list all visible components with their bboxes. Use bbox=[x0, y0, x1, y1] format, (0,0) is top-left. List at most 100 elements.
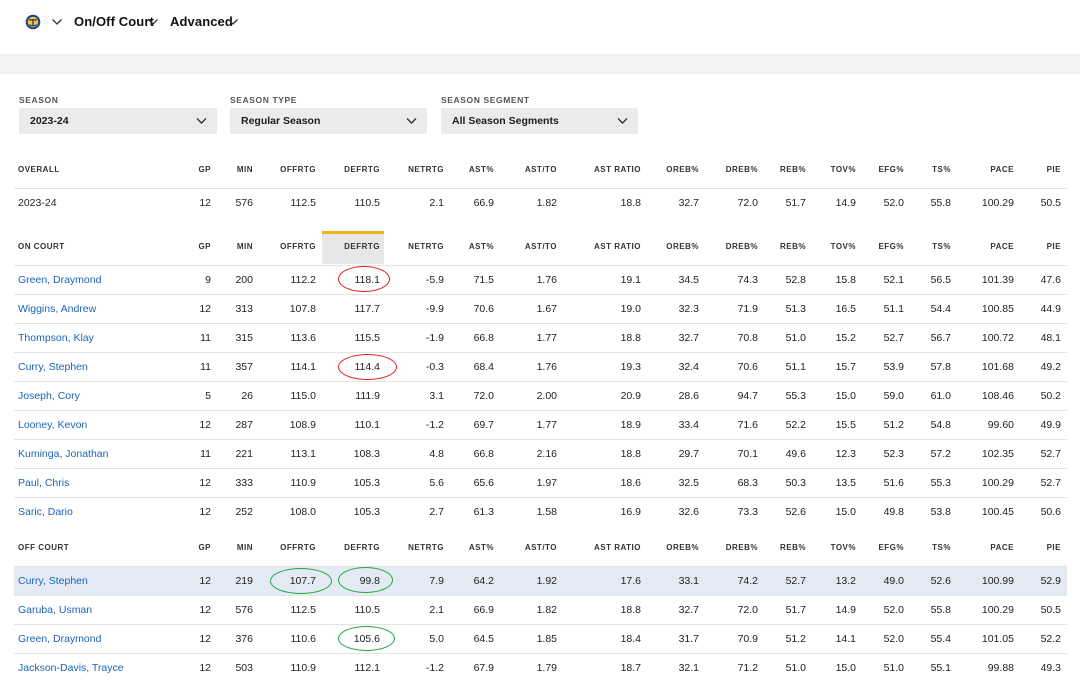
cell-defrtg: 115.5 bbox=[354, 332, 381, 344]
player-name-link[interactable]: Curry, Stephen bbox=[18, 361, 88, 373]
cell-ast-to: 1.85 bbox=[536, 633, 557, 645]
column-header-netrtg[interactable]: NETRTG bbox=[408, 242, 444, 251]
table-row: Wiggins, Andrew 12 313 107.8 117.7 -9.9 70.6 1.… bbox=[14, 294, 1067, 324]
season-label: 2023-24 bbox=[18, 197, 57, 209]
column-header-oreb-pct[interactable]: OREB% bbox=[666, 543, 699, 552]
cell-reb-pct: 52.6 bbox=[785, 506, 806, 518]
column-header-defrtg[interactable]: DEFRTG bbox=[344, 165, 380, 174]
column-header-dreb-pct[interactable]: DREB% bbox=[725, 165, 758, 174]
cell-defrtg: 99.8 bbox=[359, 575, 380, 587]
cell-efg-pct: 53.9 bbox=[883, 361, 904, 373]
column-header-min[interactable]: MIN bbox=[236, 242, 253, 251]
column-header-netrtg[interactable]: NETRTG bbox=[408, 165, 444, 174]
column-header-ast-ratio[interactable]: AST RATIO bbox=[593, 165, 641, 174]
cell-dreb-pct: 74.2 bbox=[737, 575, 758, 587]
column-header-reb-pct[interactable]: REB% bbox=[779, 165, 806, 174]
column-header-ast-ratio[interactable]: AST RATIO bbox=[593, 242, 641, 251]
column-header-ast-to[interactable]: AST/TO bbox=[524, 165, 557, 174]
cell-netrtg: -1.2 bbox=[425, 662, 444, 674]
column-header-gp[interactable]: GP bbox=[198, 543, 211, 552]
cell-netrtg: 5.0 bbox=[429, 633, 444, 645]
player-name-link[interactable]: Joseph, Cory bbox=[18, 390, 80, 402]
column-header-pace[interactable]: PACE bbox=[990, 165, 1014, 174]
column-header-pace[interactable]: PACE bbox=[990, 543, 1014, 552]
column-header-reb-pct[interactable]: REB% bbox=[779, 242, 806, 251]
column-header-tov-pct[interactable]: TOV% bbox=[830, 165, 856, 174]
column-header-offrtg[interactable]: OFFRTG bbox=[280, 543, 316, 552]
column-header-pace[interactable]: PACE bbox=[990, 242, 1014, 251]
column-header-efg-pct[interactable]: EFG% bbox=[878, 165, 904, 174]
player-name-link[interactable]: Kuminga, Jonathan bbox=[18, 448, 109, 460]
cell-dreb-pct: 72.0 bbox=[737, 197, 758, 209]
cell-ts-pct: 54.4 bbox=[930, 303, 951, 315]
player-name-link[interactable]: Garuba, Usman bbox=[18, 604, 93, 616]
cell-reb-pct: 51.0 bbox=[785, 332, 806, 344]
column-header-ts-pct[interactable]: TS% bbox=[932, 543, 951, 552]
season-segment-select[interactable]: All Season Segments bbox=[441, 108, 638, 134]
season-select[interactable]: 2023-24 bbox=[19, 108, 217, 134]
column-header-pie[interactable]: PIE bbox=[1046, 242, 1061, 251]
column-header-ts-pct[interactable]: TS% bbox=[932, 165, 951, 174]
player-name-link[interactable]: Saric, Dario bbox=[18, 506, 73, 518]
column-header-ast-pct[interactable]: AST% bbox=[468, 165, 494, 174]
player-name-link[interactable]: Jackson-Davis, Trayce bbox=[18, 662, 124, 674]
chevron-down-icon[interactable] bbox=[227, 17, 239, 27]
cell-oreb-pct: 33.4 bbox=[678, 419, 699, 431]
column-header-ast-to[interactable]: AST/TO bbox=[524, 242, 557, 251]
player-name-link[interactable]: Thompson, Klay bbox=[18, 332, 94, 344]
column-header-ast-ratio[interactable]: AST RATIO bbox=[593, 543, 641, 552]
overall-header-row: OVERALL GP MIN OFFRTG DEFRTG NETRTG AST% AST/TO… bbox=[14, 155, 1067, 184]
column-header-defrtg[interactable]: DEFRTG bbox=[344, 543, 380, 552]
column-header-pie[interactable]: PIE bbox=[1046, 543, 1061, 552]
player-name-link[interactable]: Green, Draymond bbox=[18, 274, 102, 286]
column-header-efg-pct[interactable]: EFG% bbox=[878, 242, 904, 251]
player-name-link[interactable]: Curry, Stephen bbox=[18, 575, 88, 587]
column-header-ast-to[interactable]: AST/TO bbox=[524, 543, 557, 552]
player-name-link[interactable]: Paul, Chris bbox=[18, 477, 70, 489]
player-name-link[interactable]: Wiggins, Andrew bbox=[18, 303, 97, 315]
column-header-offrtg[interactable]: OFFRTG bbox=[280, 165, 316, 174]
column-header-efg-pct[interactable]: EFG% bbox=[878, 543, 904, 552]
column-header-min[interactable]: MIN bbox=[236, 543, 253, 552]
column-header-defrtg[interactable]: DEFRTG bbox=[344, 242, 380, 251]
player-name-link[interactable]: Green, Draymond bbox=[18, 633, 102, 645]
player-name-link[interactable]: Looney, Kevon bbox=[18, 419, 88, 431]
cell-pace: 101.39 bbox=[981, 274, 1014, 286]
table-row: Thompson, Klay 11 315 113.6 115.5 -1.9 66.8 1.7… bbox=[14, 323, 1067, 353]
column-header-oreb-pct[interactable]: OREB% bbox=[666, 242, 699, 251]
column-header-offrtg[interactable]: OFFRTG bbox=[280, 242, 316, 251]
cell-tov-pct: 15.0 bbox=[835, 506, 856, 518]
cell-min: 376 bbox=[235, 633, 253, 645]
column-header-min[interactable]: MIN bbox=[236, 165, 253, 174]
cell-ast-to: 1.67 bbox=[536, 303, 557, 315]
column-header-gp[interactable]: GP bbox=[198, 165, 211, 174]
chevron-down-icon[interactable] bbox=[51, 17, 63, 27]
column-header-ast-pct[interactable]: AST% bbox=[468, 543, 494, 552]
cell-efg-pct: 59.0 bbox=[883, 390, 904, 402]
warriors-logo-icon[interactable] bbox=[25, 13, 41, 31]
nav-on-off-court[interactable]: On/Off Court bbox=[74, 14, 154, 29]
column-header-netrtg[interactable]: NETRTG bbox=[408, 543, 444, 552]
cell-dreb-pct: 94.7 bbox=[737, 390, 758, 402]
column-header-gp[interactable]: GP bbox=[198, 242, 211, 251]
season-type-select[interactable]: Regular Season bbox=[230, 108, 427, 134]
nav-advanced[interactable]: Advanced bbox=[170, 14, 233, 29]
column-header-dreb-pct[interactable]: DREB% bbox=[725, 242, 758, 251]
column-header-tov-pct[interactable]: TOV% bbox=[830, 543, 856, 552]
column-header-oreb-pct[interactable]: OREB% bbox=[666, 165, 699, 174]
column-header-dreb-pct[interactable]: DREB% bbox=[725, 543, 758, 552]
cell-defrtg: 114.4 bbox=[354, 361, 381, 373]
cell-netrtg: 2.7 bbox=[429, 506, 444, 518]
cell-efg-pct: 52.0 bbox=[883, 604, 904, 616]
cell-tov-pct: 12.3 bbox=[835, 448, 856, 460]
cell-ast-ratio: 18.4 bbox=[620, 633, 641, 645]
column-header-reb-pct[interactable]: REB% bbox=[779, 543, 806, 552]
cell-tov-pct: 16.5 bbox=[835, 303, 856, 315]
chevron-down-icon[interactable] bbox=[147, 17, 159, 27]
column-header-tov-pct[interactable]: TOV% bbox=[830, 242, 856, 251]
column-header-pie[interactable]: PIE bbox=[1046, 165, 1061, 174]
column-header-ts-pct[interactable]: TS% bbox=[932, 242, 951, 251]
season-select-value: 2023-24 bbox=[30, 115, 69, 127]
cell-pie: 52.7 bbox=[1040, 448, 1061, 460]
column-header-ast-pct[interactable]: AST% bbox=[468, 242, 494, 251]
